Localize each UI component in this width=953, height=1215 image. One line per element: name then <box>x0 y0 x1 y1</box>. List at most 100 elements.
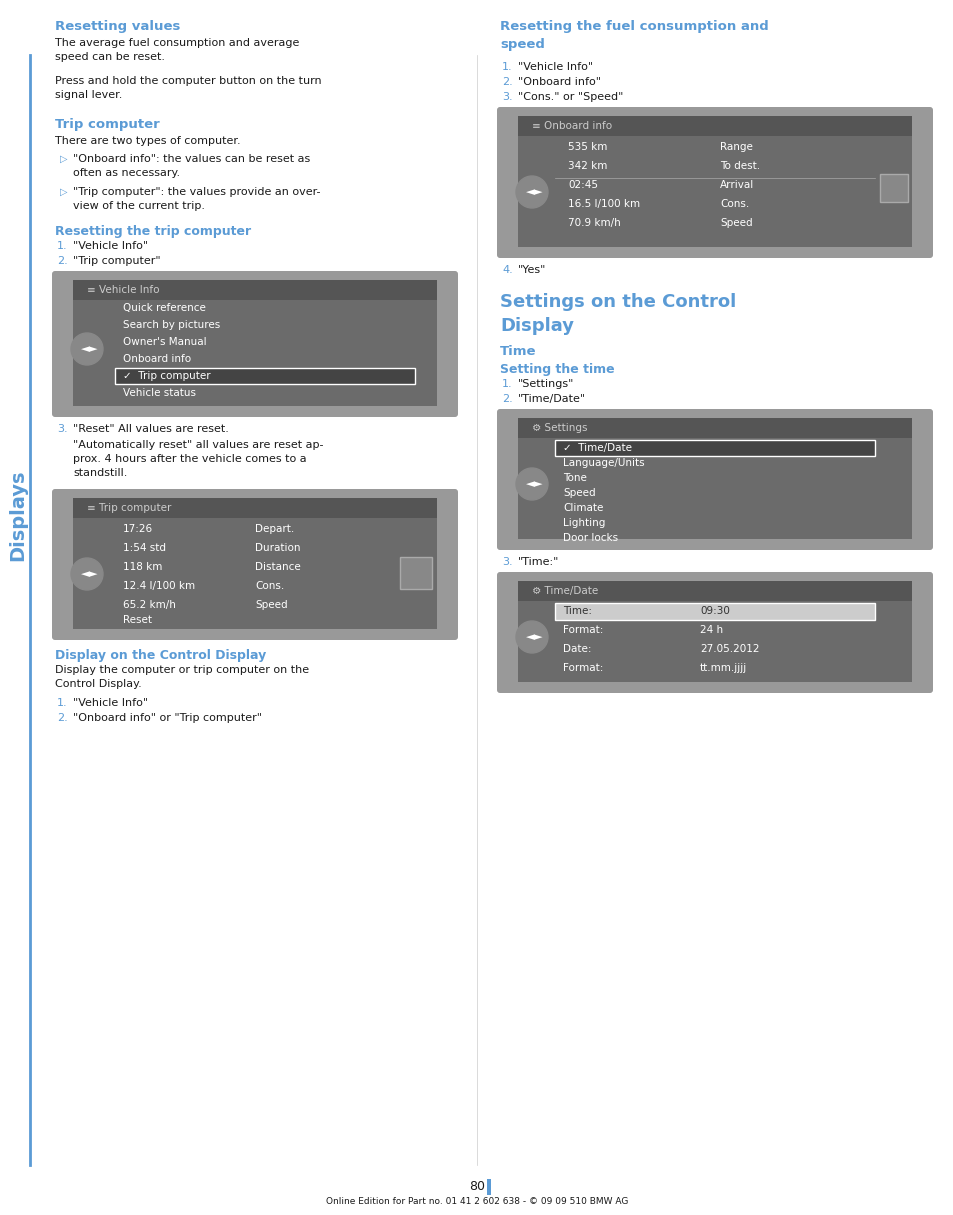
Bar <box>486 1179 491 1196</box>
Bar <box>517 418 911 437</box>
Text: Online Edition for Part no. 01 41 2 602 638 - © 09 09 510 BMW AG: Online Edition for Part no. 01 41 2 602 … <box>326 1197 627 1205</box>
Bar <box>879 174 907 202</box>
Bar <box>517 583 911 682</box>
Text: Resetting values: Resetting values <box>55 19 180 33</box>
Bar <box>115 368 415 384</box>
Text: Time: Time <box>499 345 536 358</box>
Text: "Cons." or "Speed": "Cons." or "Speed" <box>517 92 622 102</box>
Text: 3.: 3. <box>501 556 512 567</box>
Text: 16.5 l/100 km: 16.5 l/100 km <box>567 199 639 209</box>
Text: ≡ Vehicle Info: ≡ Vehicle Info <box>87 286 159 295</box>
Text: Speed: Speed <box>720 217 752 228</box>
Text: Duration: Duration <box>254 543 300 553</box>
Bar <box>517 420 911 539</box>
Text: 65.2 km/h: 65.2 km/h <box>123 600 175 610</box>
Text: Speed: Speed <box>254 600 287 610</box>
Text: ◄: ◄ <box>525 632 534 642</box>
Text: Tone: Tone <box>562 473 586 484</box>
Text: "Onboard info" or "Trip computer": "Onboard info" or "Trip computer" <box>73 713 262 723</box>
Text: Onboard info: Onboard info <box>123 354 191 364</box>
Text: Format:: Format: <box>562 625 602 635</box>
Text: 1.: 1. <box>57 241 68 252</box>
Text: tt.mm.jjjj: tt.mm.jjjj <box>700 663 746 673</box>
Text: ≡ Onboard info: ≡ Onboard info <box>532 122 612 131</box>
Text: Door locks: Door locks <box>562 533 618 543</box>
FancyBboxPatch shape <box>52 488 457 640</box>
Text: Time:: Time: <box>562 606 592 616</box>
Text: 1.: 1. <box>57 697 68 708</box>
Text: 1:54 std: 1:54 std <box>123 543 166 553</box>
Text: There are two types of computer.: There are two types of computer. <box>55 136 240 146</box>
Text: ▷: ▷ <box>60 187 68 197</box>
Text: ►: ► <box>89 344 97 354</box>
Bar <box>517 581 911 601</box>
Text: The average fuel consumption and average
speed can be reset.: The average fuel consumption and average… <box>55 38 299 62</box>
Text: Date:: Date: <box>562 644 591 654</box>
Text: Format:: Format: <box>562 663 602 673</box>
Text: "Onboard info": "Onboard info" <box>517 77 600 87</box>
Text: Settings on the Control
Display: Settings on the Control Display <box>499 293 736 334</box>
Text: To dest.: To dest. <box>720 162 760 171</box>
Text: "Vehicle Info": "Vehicle Info" <box>517 62 593 72</box>
Text: 80: 80 <box>469 1181 484 1193</box>
Text: Cons.: Cons. <box>720 199 748 209</box>
Text: 09:30: 09:30 <box>700 606 729 616</box>
Bar <box>73 279 436 300</box>
Text: Setting the time: Setting the time <box>499 363 614 375</box>
Text: Displays: Displays <box>9 469 28 561</box>
Text: Trip computer: Trip computer <box>55 118 159 131</box>
Text: 70.9 km/h: 70.9 km/h <box>567 217 620 228</box>
Text: "Automatically reset" all values are reset ap-
prox. 4 hours after the vehicle c: "Automatically reset" all values are res… <box>73 440 323 477</box>
Circle shape <box>516 621 547 652</box>
Text: "Trip computer": "Trip computer" <box>73 256 160 266</box>
FancyBboxPatch shape <box>497 572 932 693</box>
Text: Distance: Distance <box>254 563 300 572</box>
Text: 24 h: 24 h <box>700 625 722 635</box>
Text: ✓  Trip computer: ✓ Trip computer <box>123 371 211 382</box>
Text: Owner's Manual: Owner's Manual <box>123 337 207 347</box>
Text: ►: ► <box>534 632 542 642</box>
Text: Speed: Speed <box>562 488 595 498</box>
Text: "Vehicle Info": "Vehicle Info" <box>73 241 148 252</box>
Text: ✓  Time/Date: ✓ Time/Date <box>562 443 631 453</box>
Text: ▷: ▷ <box>60 154 68 164</box>
Text: Reset: Reset <box>123 615 152 625</box>
Bar <box>517 115 911 136</box>
Text: 342 km: 342 km <box>567 162 607 171</box>
Text: 02:45: 02:45 <box>567 180 598 190</box>
Text: ◄: ◄ <box>525 479 534 488</box>
Text: ►: ► <box>534 187 542 197</box>
Text: Quick reference: Quick reference <box>123 303 206 313</box>
Text: 2.: 2. <box>501 77 512 87</box>
Text: 2.: 2. <box>501 394 512 405</box>
Bar <box>517 118 911 247</box>
Text: Resetting the trip computer: Resetting the trip computer <box>55 225 251 238</box>
Text: 118 km: 118 km <box>123 563 162 572</box>
Text: ⚙ Time/Date: ⚙ Time/Date <box>532 586 598 597</box>
FancyBboxPatch shape <box>52 271 457 417</box>
Circle shape <box>516 176 547 208</box>
FancyBboxPatch shape <box>497 409 932 550</box>
Bar <box>73 282 436 406</box>
Text: Lighting: Lighting <box>562 518 605 529</box>
Text: Language/Units: Language/Units <box>562 458 644 468</box>
Text: 12.4 l/100 km: 12.4 l/100 km <box>123 581 195 590</box>
Text: 1.: 1. <box>501 379 512 389</box>
Text: Arrival: Arrival <box>720 180 754 190</box>
Text: Display on the Control Display: Display on the Control Display <box>55 649 266 662</box>
Text: 1.: 1. <box>501 62 512 72</box>
Circle shape <box>71 558 103 590</box>
Text: 2.: 2. <box>57 256 68 266</box>
Text: ≡ Trip computer: ≡ Trip computer <box>87 503 172 513</box>
Text: "Vehicle Info": "Vehicle Info" <box>73 697 148 708</box>
Text: 27.05.2012: 27.05.2012 <box>700 644 759 654</box>
Circle shape <box>71 333 103 364</box>
Text: 17:26: 17:26 <box>123 524 153 535</box>
Text: "Onboard info": the values can be reset as
often as necessary.: "Onboard info": the values can be reset … <box>73 154 310 179</box>
Text: "Yes": "Yes" <box>517 265 546 275</box>
Text: Press and hold the computer button on the turn
signal lever.: Press and hold the computer button on th… <box>55 77 321 100</box>
Text: Search by pictures: Search by pictures <box>123 320 220 330</box>
Text: "Trip computer": the values provide an over-
view of the current trip.: "Trip computer": the values provide an o… <box>73 187 320 211</box>
Text: ◄: ◄ <box>81 569 90 580</box>
Circle shape <box>516 468 547 501</box>
